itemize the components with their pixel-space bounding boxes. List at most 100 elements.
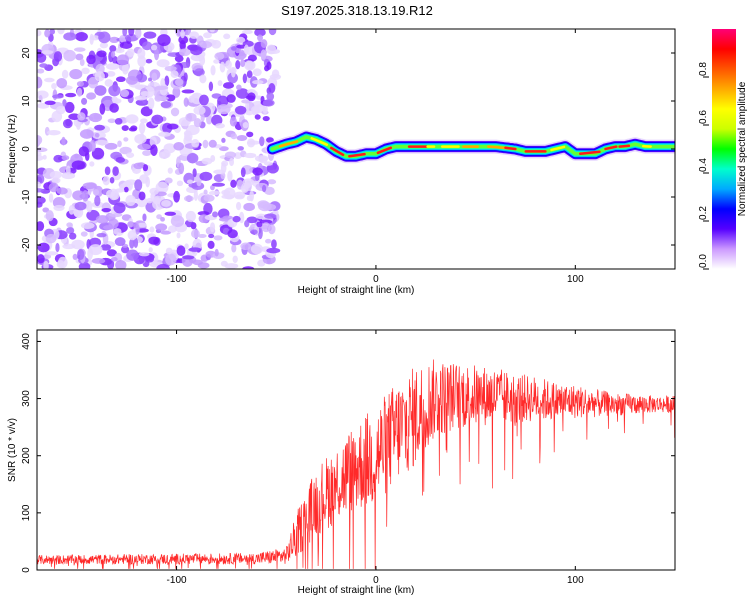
noise-blob: [226, 94, 235, 103]
noise-blob: [116, 76, 126, 82]
noise-blob: [247, 140, 260, 144]
noise-blob: [244, 153, 256, 158]
noise-blob: [180, 29, 185, 38]
noise-blob: [165, 177, 173, 183]
noise-blob: [117, 140, 122, 147]
noise-blob: [65, 93, 76, 97]
noise-blob: [197, 180, 202, 186]
noise-blob: [77, 249, 84, 260]
noise-blob: [81, 231, 88, 236]
noise-blob: [166, 248, 173, 255]
noise-blob: [151, 45, 157, 51]
noise-blob: [194, 190, 198, 201]
noise-blob: [182, 89, 195, 93]
noise-blob: [255, 183, 268, 191]
noise-blob: [210, 65, 215, 75]
noise-blob: [170, 70, 178, 78]
noise-blob: [243, 178, 255, 186]
colorbar-tick-label: 0.2: [698, 206, 709, 220]
noise-blob: [165, 253, 176, 265]
noise-blob: [140, 91, 149, 96]
noise-blob: [243, 74, 247, 84]
noise-blob: [62, 244, 75, 249]
noise-texture: [31, 24, 281, 273]
noise-blob: [31, 188, 44, 192]
noise-blob: [237, 146, 243, 151]
noise-blob: [33, 77, 42, 89]
noise-blob: [211, 40, 221, 49]
noise-blob: [178, 163, 184, 175]
noise-blob: [221, 161, 228, 167]
noise-blob: [66, 222, 73, 227]
noise-blob: [37, 69, 45, 74]
noise-blob: [148, 237, 159, 245]
y-tick-label: 0: [21, 146, 32, 152]
noise-blob: [199, 172, 212, 181]
noise-blob: [204, 189, 208, 194]
y-tick-label: 20: [21, 47, 32, 59]
noise-blob: [69, 69, 82, 79]
noise-blob: [251, 106, 260, 114]
noise-blob: [269, 26, 277, 35]
noise-blob: [158, 132, 171, 137]
noise-blob: [127, 48, 135, 57]
noise-blob: [240, 243, 251, 251]
noise-blob: [113, 228, 121, 235]
noise-blob: [43, 261, 49, 271]
noise-blob: [253, 68, 262, 76]
noise-blob: [262, 185, 266, 192]
noise-blob: [263, 99, 275, 106]
noise-blob: [208, 234, 214, 238]
noise-blob: [259, 136, 264, 146]
noise-blob: [45, 101, 56, 105]
noise-blob: [38, 243, 50, 253]
noise-blob: [139, 191, 146, 200]
noise-blob: [57, 25, 64, 34]
noise-blob: [96, 233, 106, 237]
noise-blob: [63, 50, 76, 62]
noise-blob: [235, 60, 240, 69]
noise-blob: [251, 229, 258, 234]
noise-blob: [231, 68, 236, 78]
colorbar-tick-label: 0.0: [698, 254, 709, 268]
noise-blob: [235, 106, 246, 115]
noise-blob: [61, 137, 65, 146]
colorbar: 0.00.20.40.60.8 Normalized spectral ampl…: [698, 29, 748, 269]
noise-blob: [223, 34, 230, 40]
noise-blob: [44, 29, 50, 37]
noise-blob: [69, 233, 76, 240]
noise-blob: [230, 117, 237, 127]
noise-blob: [105, 79, 113, 87]
noise-blob: [246, 60, 254, 69]
y-tick-label: -20: [21, 237, 32, 252]
noise-blob: [126, 152, 134, 158]
noise-blob: [190, 46, 203, 55]
noise-blob: [256, 221, 262, 227]
noise-blob: [97, 50, 107, 57]
noise-blob: [265, 239, 271, 244]
noise-blob: [130, 125, 137, 130]
noise-blob: [34, 182, 41, 188]
noise-blob: [109, 103, 119, 113]
noise-blob: [171, 215, 184, 227]
noise-blob: [99, 103, 105, 114]
noise-blob: [199, 95, 209, 106]
noise-blob: [126, 114, 139, 123]
noise-blob: [86, 92, 96, 99]
snr-y-label: SNR (10 * v/v): [7, 418, 18, 482]
noise-blob: [191, 229, 200, 238]
noise-blob: [193, 260, 203, 266]
noise-blob: [124, 187, 129, 193]
noise-blob: [51, 83, 57, 89]
noise-blob: [243, 203, 255, 211]
noise-blob: [264, 65, 269, 71]
noise-blob: [106, 63, 119, 70]
noise-blob: [92, 258, 106, 264]
noise-blob: [217, 104, 231, 114]
noise-blob: [264, 161, 273, 165]
noise-blob: [139, 252, 150, 256]
noise-blob: [231, 46, 237, 51]
noise-blob: [37, 254, 45, 263]
noise-blob: [62, 155, 70, 160]
